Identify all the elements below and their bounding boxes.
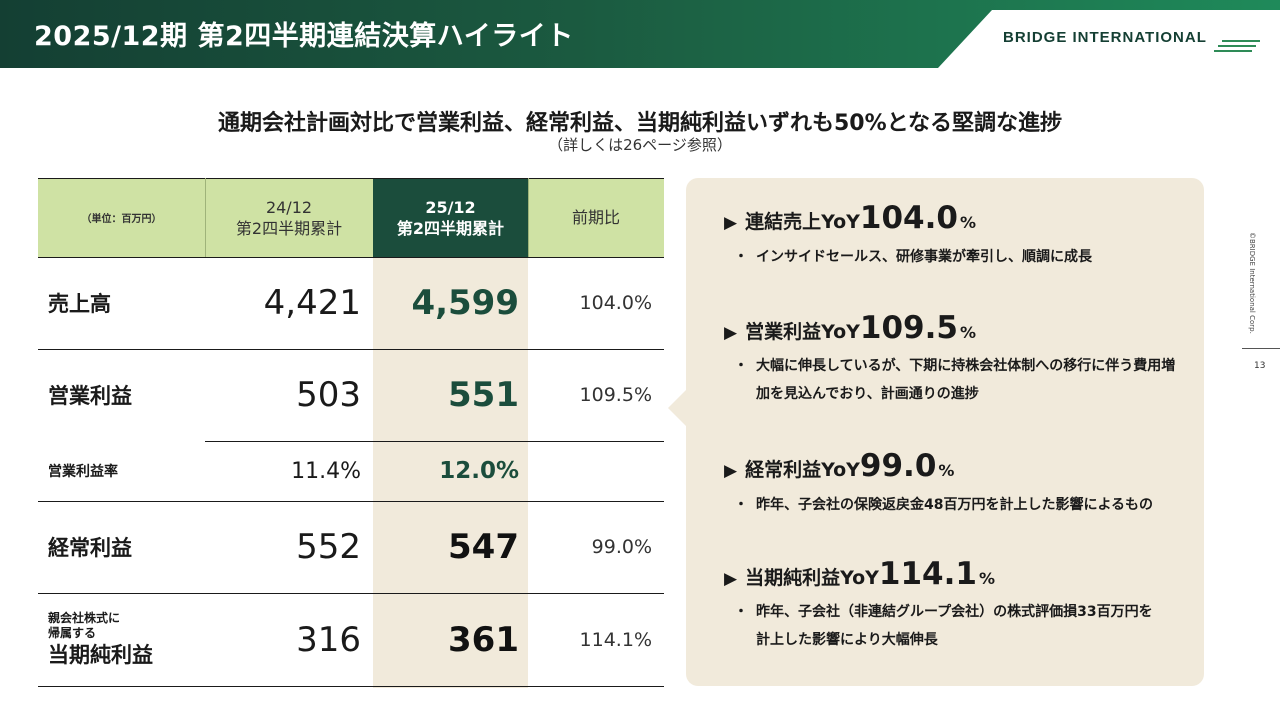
yoy-ordinary-profit: 99.0% (591, 536, 652, 558)
note-line: インサイドセールス、研修事業が牽引し、順調に成長 (756, 249, 1092, 265)
row-label-operating-profit: 営業利益 (48, 384, 132, 408)
table-header-divider (528, 178, 529, 257)
logo-stripes-icon (1214, 40, 1260, 52)
header-yoy: 前期比 (571, 208, 620, 227)
highlight-name: 営業利益YoY (745, 321, 860, 343)
header-curr-period: 25/12 第2四半期累計 (373, 178, 528, 257)
header-curr-year: 25/12 (425, 197, 476, 217)
highlight-title: ▶ 連結売上YoY 104.0 % (724, 200, 1204, 236)
current-period-highlight (373, 178, 528, 688)
table-rule (38, 501, 664, 502)
headline: 通期会社計画対比で営業利益、経常利益、当期純利益いずれも50%となる堅調な進捗 (217, 111, 1062, 136)
highlight-title: ▶ 営業利益YoY 109.5 % (724, 310, 1204, 346)
highlight-note: ・ 大幅に伸長しているが、下期に持株会社体制への移行に伴う費用増 加を見込んでお… (724, 352, 1204, 408)
highlight-value: 114.1 (878, 556, 977, 592)
row-label-net-income: 親会社株式に 帰属する 当期純利益 (48, 593, 205, 686)
highlight-title: ▶ 当期純利益YoY 114.1 % (724, 556, 1204, 592)
highlight-value: 99.0 (859, 448, 937, 484)
bullet-dot: ・ (734, 358, 748, 374)
header-prev-year: 24/12 (265, 197, 313, 217)
highlight-operating-profit: ▶ 営業利益YoY 109.5 % ・ 大幅に伸長しているが、下期に持株会社体制… (724, 310, 1204, 408)
row-label-ordinary-profit: 経常利益 (48, 536, 132, 560)
header-curr-range: 第2四半期累計 (396, 218, 505, 238)
highlight-net-income: ▶ 当期純利益YoY 114.1 % ・ 昨年、子会社（非連結グループ会社）の株… (724, 556, 1204, 654)
table-rule (38, 686, 664, 687)
panel-pointer (668, 388, 688, 428)
net-income-label-main: 当期純利益 (48, 642, 153, 667)
table-rule (205, 441, 664, 442)
highlight-note: ・ 昨年、子会社（非連結グループ会社）の株式評価損33百万円を 計上した影響によ… (724, 598, 1204, 654)
logo-area (938, 10, 1280, 68)
note-line: 加を見込んでおり、計画通りの進捗 (756, 386, 979, 402)
company-logo: BRIDGE INTERNATIONAL (1003, 29, 1207, 46)
bullet-dot: ・ (734, 604, 748, 620)
triangle-right-icon: ▶ (724, 461, 738, 481)
curr-net-income: 361 (448, 619, 519, 660)
page-number: 13 (1254, 361, 1266, 371)
highlight-unit: % (978, 569, 995, 588)
highlight-name: 当期純利益YoY (745, 567, 879, 589)
highlight-unit: % (959, 213, 976, 232)
bullet-dot: ・ (734, 249, 748, 265)
prev-ordinary-profit: 552 (296, 527, 361, 567)
bullet-dot: ・ (734, 497, 748, 513)
current-period-header-bg (373, 178, 528, 257)
highlight-name: 経常利益YoY (745, 459, 860, 481)
prev-operating-margin: 11.4% (291, 458, 361, 484)
highlight-unit: % (938, 461, 955, 480)
prev-net-income: 316 (296, 619, 361, 660)
highlight-note: ・ インサイドセールス、研修事業が牽引し、順調に成長 (724, 242, 1204, 272)
row-label-sales: 売上高 (48, 292, 111, 316)
results-table: （単位：百万円） 24/12 第2四半期累計 25/12 第2四半期累計 前期比… (38, 178, 664, 688)
highlight-value: 109.5 (859, 310, 958, 346)
highlight-name: 連結売上YoY (745, 211, 860, 233)
table-rule (38, 349, 664, 350)
highlights-panel (686, 178, 1204, 686)
header-prev-range: 第2四半期累計 (235, 218, 343, 238)
unit-label: （単位：百万円） (81, 214, 162, 225)
note-line: 昨年、子会社の保険返戻金48百万円を計上した影響によるもの (756, 497, 1154, 513)
page-divider (1242, 348, 1280, 349)
note-line: 昨年、子会社（非連結グループ会社）の株式評価損33百万円を (756, 604, 1153, 620)
highlight-value: 104.0 (859, 200, 958, 236)
prev-sales: 4,421 (263, 283, 361, 323)
note-line: 計上した影響により大幅伸長 (756, 632, 938, 648)
table-rule (38, 178, 664, 179)
table-rule (38, 257, 664, 258)
curr-ordinary-profit: 547 (448, 527, 519, 567)
curr-operating-margin: 12.0% (439, 458, 519, 484)
yoy-net-income: 114.1% (579, 628, 652, 651)
row-label-operating-margin: 営業利益率 (48, 464, 118, 480)
slide-header: 2025/12期 第2四半期連結決算ハイライト BRIDGE INTERNATI… (0, 0, 1280, 68)
table-header-divider (205, 178, 206, 257)
sub-headline: （詳しくは26ページ参照） (548, 136, 732, 154)
curr-operating-profit: 551 (448, 375, 519, 415)
yoy-operating-margin (528, 441, 652, 501)
highlight-ordinary-profit: ▶ 経常利益YoY 99.0 % ・ 昨年、子会社の保険返戻金48百万円を計上し… (724, 448, 1204, 520)
copyright-text: ©BRIDGE International Corp. (1248, 232, 1256, 334)
net-income-label-line1: 親会社株式に (48, 610, 121, 625)
triangle-right-icon: ▶ (724, 569, 738, 589)
yoy-sales: 104.0% (579, 292, 652, 314)
highlight-title: ▶ 経常利益YoY 99.0 % (724, 448, 1204, 484)
note-line: 大幅に伸長しているが、下期に持株会社体制への移行に伴う費用増 (756, 358, 1176, 374)
yoy-operating-profit: 109.5% (579, 384, 652, 406)
triangle-right-icon: ▶ (724, 213, 738, 233)
curr-sales: 4,599 (411, 283, 519, 323)
triangle-right-icon: ▶ (724, 323, 738, 343)
highlight-unit: % (959, 323, 976, 342)
prev-operating-profit: 503 (296, 375, 361, 415)
highlight-note: ・ 昨年、子会社の保険返戻金48百万円を計上した影響によるもの (724, 490, 1204, 520)
header-prev-period: 24/12 第2四半期累計 (205, 178, 373, 257)
slide-title: 2025/12期 第2四半期連結決算ハイライト (34, 21, 574, 52)
highlight-sales: ▶ 連結売上YoY 104.0 % ・ インサイドセールス、研修事業が牽引し、順… (724, 200, 1204, 272)
table-header-bg (38, 178, 664, 257)
net-income-label-line2: 帰属する (48, 625, 97, 640)
table-rule (38, 593, 664, 594)
